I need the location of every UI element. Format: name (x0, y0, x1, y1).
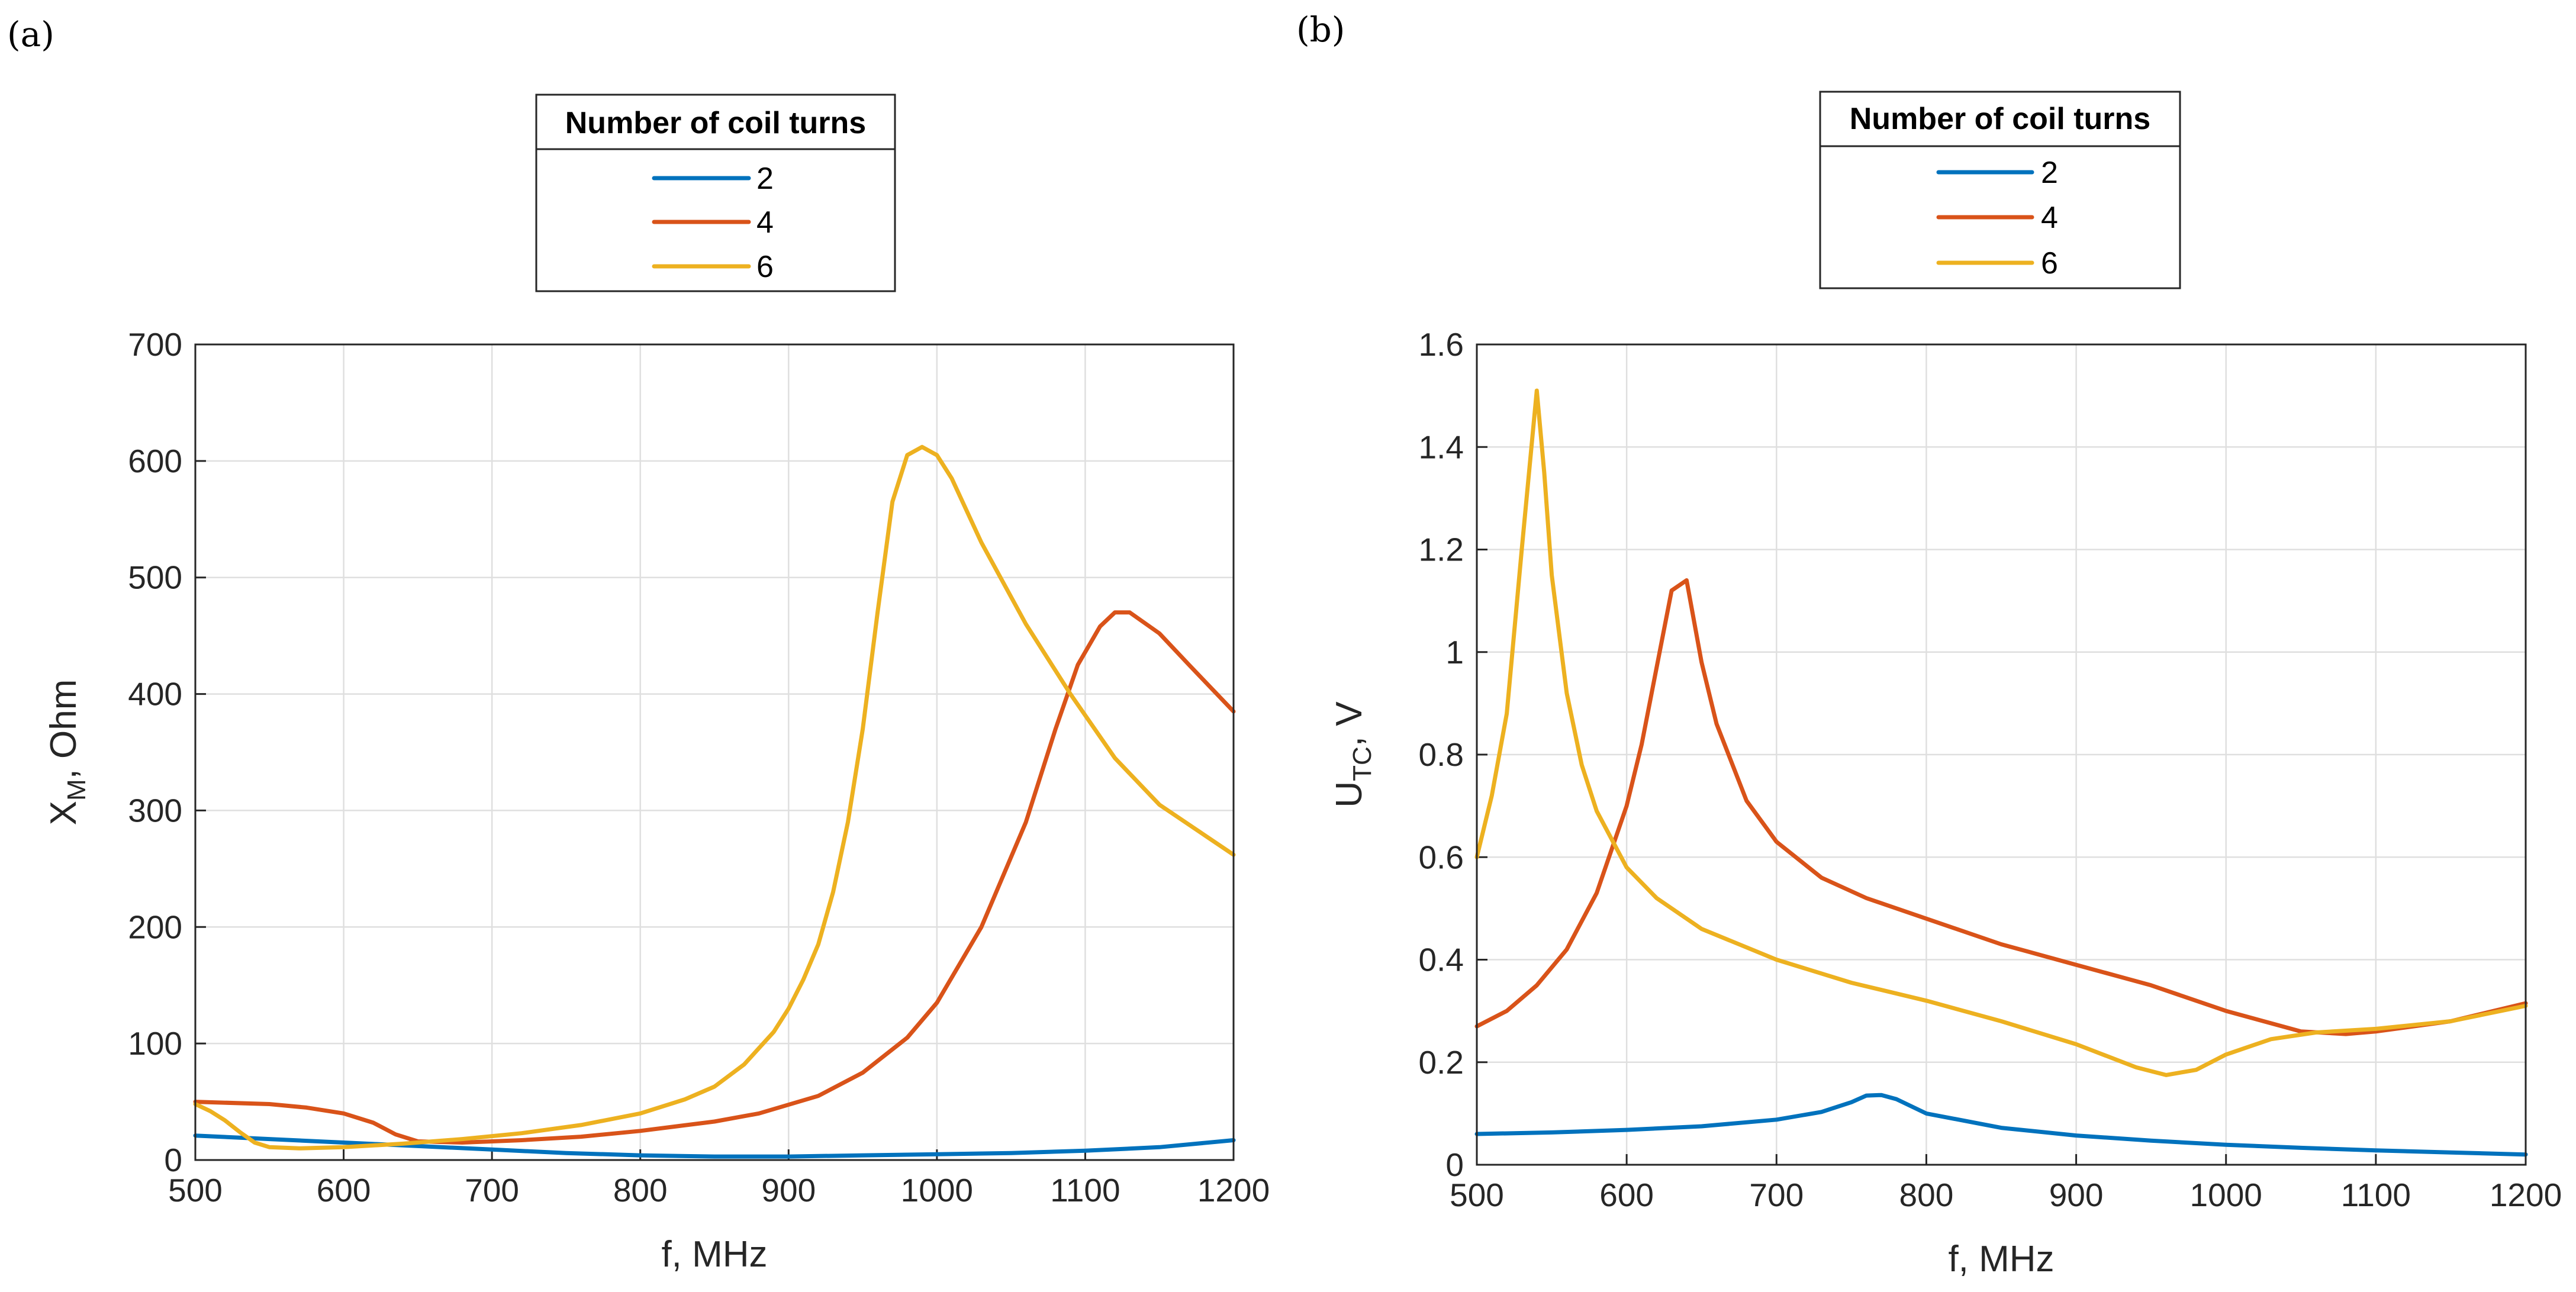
y-tick-label: 500 (128, 559, 182, 596)
y-tick-label: 0.6 (1419, 839, 1464, 875)
x-tick-label: 600 (1599, 1177, 1654, 1213)
y-axis-label-b: UTC, V (1329, 701, 1377, 808)
y-tick-label: 0 (1445, 1146, 1464, 1183)
x-tick-label: 1000 (901, 1172, 973, 1209)
legend-label-a-2: 6 (756, 250, 774, 284)
series-group-b (1474, 388, 2528, 1157)
series-line-6-turns (193, 444, 1236, 1151)
legend-a: Number of coil turns 2 4 6 (535, 94, 896, 292)
legend-label-b-2: 6 (2041, 246, 2058, 281)
series-line-4-turns (193, 610, 1236, 1145)
y-tick-label: 1.4 (1419, 428, 1464, 465)
y-tick-label: 1.6 (1419, 326, 1464, 363)
legend-title-a: Number of coil turns (565, 106, 866, 140)
x-tick-label: 1200 (2490, 1177, 2562, 1213)
x-tick-label: 700 (465, 1172, 519, 1209)
x-axis-label-a: f, MHz (661, 1234, 767, 1275)
y-tick-label: 1.2 (1419, 531, 1464, 568)
x-tick-label: 500 (1450, 1177, 1504, 1213)
y-axis-label-b-sub: TC (1348, 746, 1377, 781)
x-tick-label: 1100 (2341, 1177, 2411, 1213)
x-tick-label: 900 (2049, 1177, 2104, 1213)
plot-frame-a (194, 343, 1235, 1161)
legend-entry-a-1: 4 (652, 205, 774, 240)
y-tick-label: 100 (128, 1025, 182, 1062)
y-tick-label: 0.2 (1419, 1044, 1464, 1081)
x-tick-label: 600 (317, 1172, 371, 1209)
legend-label-b-0: 2 (2041, 156, 2058, 190)
panel-label-b: (b) (1296, 9, 1345, 50)
y-tick-label: 600 (128, 443, 182, 479)
y-axis-label-a-sub: M (62, 779, 91, 801)
chart-panel-a: (a) Number of coil turns 2 4 6 500 600 700… (7, 14, 1270, 1275)
grid-a (194, 343, 1235, 1161)
legend-label-a-0: 2 (756, 162, 774, 196)
x-tick-label: 1100 (1050, 1172, 1120, 1209)
x-tick-labels-b: 500 600 700 800 900 1000 1100 1200 (1450, 1177, 2562, 1213)
y-axis-label-a-rest: , Ohm (43, 679, 84, 779)
series-line-6-turns (1474, 388, 2528, 1077)
legend-entry-a-2: 6 (652, 250, 774, 284)
panel-label-a: (a) (7, 14, 54, 54)
legend-title-b: Number of coil turns (1850, 102, 2150, 136)
y-tick-label: 0.4 (1419, 942, 1464, 978)
x-tick-label: 1200 (1197, 1172, 1270, 1209)
x-tick-label: 900 (761, 1172, 816, 1209)
legend-label-b-1: 4 (2041, 201, 2058, 235)
legend-box-b (1819, 91, 2181, 289)
x-tick-label: 800 (1899, 1177, 1954, 1213)
y-tick-labels-a: 0 100 200 300 400 500 600 700 (128, 326, 182, 1178)
y-tick-label: 300 (128, 792, 182, 829)
legend-b: Number of coil turns 2 4 6 (1819, 91, 2181, 289)
series-line-4-turns (1474, 578, 2528, 1036)
series-line-2-turns (1474, 1093, 2528, 1157)
y-tick-label: 200 (128, 908, 182, 945)
legend-entry-b-0: 2 (1936, 156, 2058, 190)
y-axis-label-b-rest: , V (1329, 701, 1370, 746)
chart-panel-b: (b) Number of coil turns 2 4 6 500 600 700… (1296, 9, 2562, 1280)
y-axis-label-a: XM, Ohm (43, 679, 91, 826)
y-tick-label: 0 (164, 1142, 182, 1178)
legend-box-a (535, 94, 896, 292)
y-axis-label-a-main: X (43, 801, 84, 825)
y-tick-label: 0.8 (1419, 736, 1464, 773)
legend-label-a-1: 4 (756, 205, 774, 240)
y-tick-labels-b: 0 0.2 0.4 0.6 0.8 1 1.2 1.4 1.6 (1419, 326, 1464, 1183)
series-group-a (193, 444, 1236, 1159)
grid-b (1476, 343, 2527, 1166)
x-tick-label: 500 (168, 1172, 223, 1209)
legend-entry-a-0: 2 (652, 162, 774, 196)
x-tick-label: 700 (1749, 1177, 1804, 1213)
y-tick-label: 400 (128, 676, 182, 713)
legend-entry-b-1: 4 (1936, 201, 2058, 235)
x-tick-label: 1000 (2190, 1177, 2262, 1213)
plot-frame-b (1476, 343, 2527, 1166)
y-tick-label: 700 (128, 326, 182, 363)
x-tick-labels-a: 500 600 700 800 900 1000 1100 1200 (168, 1172, 1270, 1209)
y-tick-label: 1 (1445, 634, 1464, 671)
legend-entry-b-2: 6 (1936, 246, 2058, 281)
x-tick-label: 800 (613, 1172, 668, 1209)
x-axis-label-b: f, MHz (1948, 1239, 2054, 1280)
y-axis-label-b-main: U (1329, 781, 1370, 808)
